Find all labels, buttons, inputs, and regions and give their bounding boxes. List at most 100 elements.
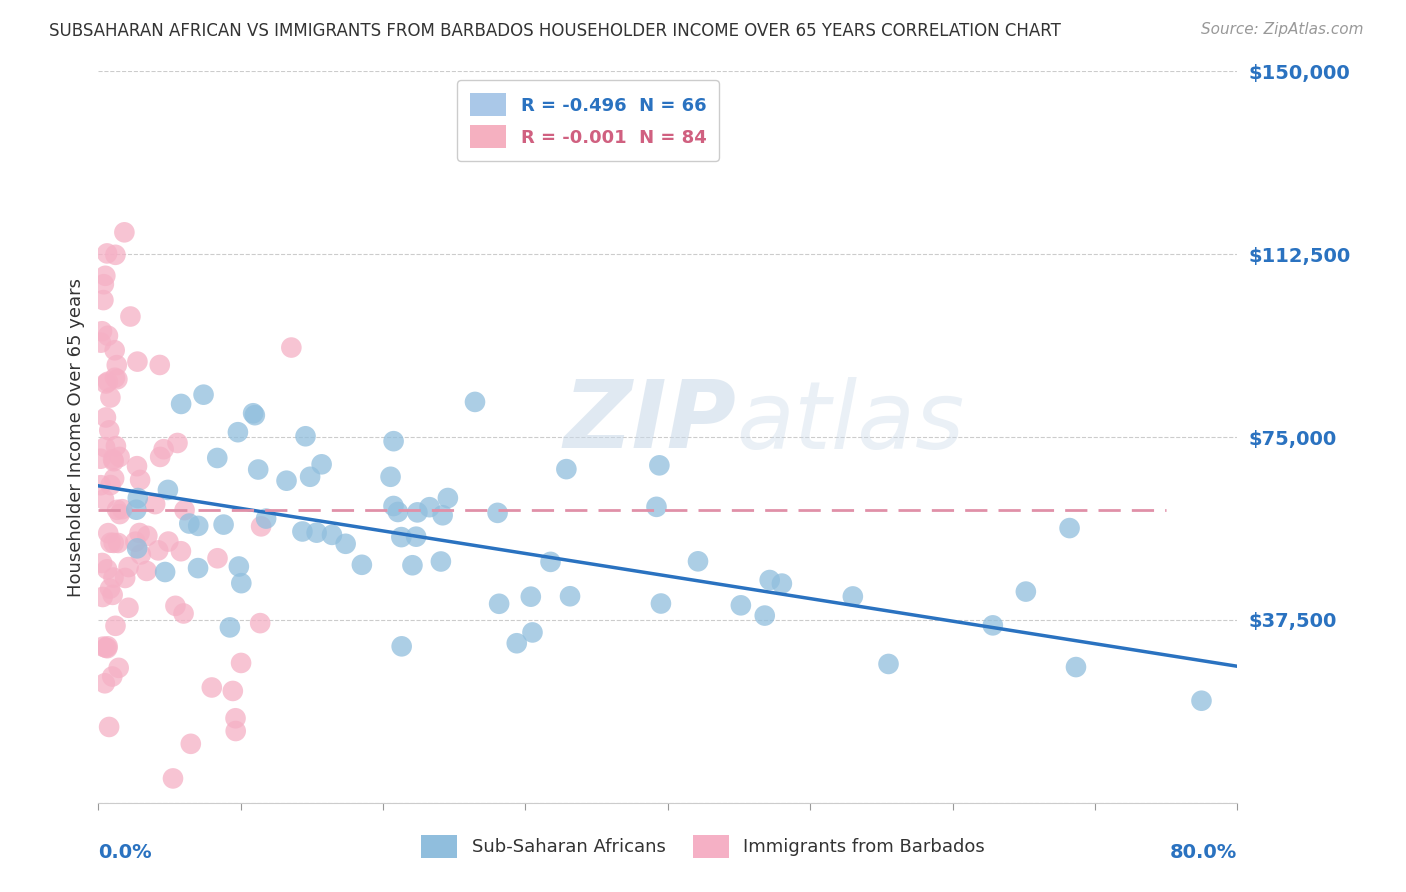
Point <box>93 293 115 307</box>
Point <box>335 537 357 551</box>
Point <box>219 620 242 634</box>
Point <box>558 589 581 603</box>
Text: atlas: atlas <box>737 377 965 468</box>
Point <box>90 451 112 466</box>
Point <box>91 590 114 604</box>
Point <box>207 450 229 465</box>
Point <box>243 408 266 422</box>
Point <box>212 517 235 532</box>
Legend: R = -0.496  N = 66, R = -0.001  N = 84: R = -0.496 N = 66, R = -0.001 N = 84 <box>457 80 718 161</box>
Point <box>645 500 668 514</box>
Point <box>321 528 343 542</box>
Point <box>127 541 149 556</box>
Point <box>97 640 120 654</box>
Point <box>1064 660 1087 674</box>
Point <box>117 560 139 574</box>
Point <box>254 511 277 525</box>
Point <box>94 676 117 690</box>
Point <box>432 508 454 523</box>
Point <box>127 491 149 505</box>
Point <box>90 478 112 492</box>
Point <box>96 641 118 656</box>
Point <box>108 507 131 521</box>
Point <box>103 471 125 485</box>
Point <box>94 376 117 391</box>
Point <box>305 525 328 540</box>
Point <box>117 600 139 615</box>
Point <box>107 661 129 675</box>
Point <box>382 499 405 513</box>
Point <box>389 530 412 544</box>
Point <box>406 505 429 519</box>
Point <box>555 462 578 476</box>
Point <box>180 737 202 751</box>
Point <box>129 548 152 562</box>
Point <box>94 640 117 655</box>
Point <box>103 571 125 585</box>
Point <box>114 571 136 585</box>
Point <box>170 397 193 411</box>
Point <box>650 597 672 611</box>
Point <box>149 450 172 464</box>
Point <box>98 720 121 734</box>
Point <box>93 492 115 507</box>
Point <box>247 462 270 476</box>
Point <box>488 597 510 611</box>
Point <box>98 423 121 437</box>
Point <box>401 558 423 573</box>
Point <box>91 324 114 338</box>
Point <box>112 225 135 239</box>
Point <box>103 536 125 550</box>
Point <box>108 450 131 464</box>
Text: Source: ZipAtlas.com: Source: ZipAtlas.com <box>1201 22 1364 37</box>
Point <box>187 519 209 533</box>
Point <box>97 328 120 343</box>
Point <box>520 590 543 604</box>
Point <box>1015 584 1038 599</box>
Point <box>124 534 146 549</box>
Point <box>101 452 124 467</box>
Point <box>96 246 118 260</box>
Point <box>100 391 122 405</box>
Point <box>380 470 402 484</box>
Point <box>135 564 157 578</box>
Point <box>90 335 112 350</box>
Point <box>98 582 121 596</box>
Text: 80.0%: 80.0% <box>1170 843 1237 862</box>
Point <box>648 458 671 473</box>
Point <box>222 684 245 698</box>
Point <box>299 469 322 483</box>
Point <box>94 410 117 425</box>
Point <box>231 576 253 591</box>
Legend: Sub-Saharan Africans, Immigrants from Barbados: Sub-Saharan Africans, Immigrants from Ba… <box>413 828 993 865</box>
Point <box>157 534 180 549</box>
Point <box>96 562 118 576</box>
Text: ZIP: ZIP <box>564 376 737 468</box>
Point <box>129 473 152 487</box>
Point <box>91 556 114 570</box>
Point <box>250 519 273 533</box>
Point <box>94 440 117 454</box>
Point <box>193 387 215 401</box>
Point <box>104 343 127 358</box>
Point <box>136 529 159 543</box>
Point <box>522 625 544 640</box>
Point <box>311 458 333 472</box>
Point <box>97 526 120 541</box>
Point <box>104 439 127 453</box>
Point <box>506 636 529 650</box>
Y-axis label: Householder Income Over 65 years: Householder Income Over 65 years <box>66 277 84 597</box>
Point <box>152 442 174 457</box>
Point <box>1191 694 1213 708</box>
Point <box>540 555 562 569</box>
Point <box>105 358 128 372</box>
Point <box>464 395 486 409</box>
Point <box>350 558 373 572</box>
Point <box>430 554 453 568</box>
Point <box>94 268 117 283</box>
Point <box>93 277 115 292</box>
Point <box>127 354 149 368</box>
Point <box>104 248 127 262</box>
Point <box>153 565 176 579</box>
Point <box>166 436 188 450</box>
